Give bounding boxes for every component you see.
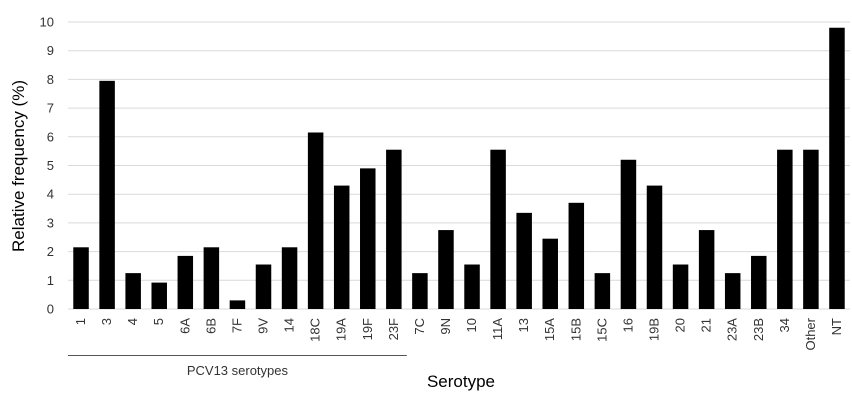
- x-tick-label: 4: [125, 318, 140, 325]
- bar-Other: [803, 149, 819, 309]
- bars: [73, 27, 845, 310]
- y-tick-label: 3: [47, 215, 54, 230]
- bar-9V: [255, 264, 272, 309]
- bar-10: [464, 264, 480, 309]
- x-tick-label: 23A: [725, 318, 740, 341]
- x-tick-label: 9V: [256, 318, 271, 334]
- x-tick-label: Other: [803, 317, 818, 350]
- bar-1: [73, 247, 89, 309]
- x-tick-label: 34: [777, 318, 792, 332]
- x-tick-label: 19F: [360, 318, 375, 340]
- bar-11A: [490, 149, 506, 309]
- x-tick-label: 9N: [438, 318, 453, 335]
- y-tick-label: 5: [47, 158, 54, 173]
- x-tick-label: 19A: [334, 318, 349, 341]
- bar-34: [777, 149, 793, 309]
- x-tick-label: 1: [73, 318, 88, 325]
- x-tick-label: 7F: [229, 318, 244, 333]
- bar-18C: [307, 132, 324, 309]
- bar-4: [125, 273, 141, 309]
- x-tick-label: 14: [282, 318, 297, 332]
- y-tick-label: 8: [47, 72, 54, 87]
- y-tick-label: 6: [47, 129, 54, 144]
- bar-19A: [333, 185, 350, 309]
- bar-16: [620, 159, 637, 309]
- bar-13: [516, 212, 532, 309]
- bar-7F: [229, 300, 246, 309]
- x-axis-label: Serotype: [427, 372, 495, 391]
- bar-5: [151, 282, 167, 309]
- x-tick-label: 23F: [386, 318, 401, 340]
- y-tick-label: 4: [47, 187, 54, 202]
- x-tick-label: 16: [620, 318, 635, 332]
- x-tick-label: 5: [151, 318, 166, 325]
- y-tick-label: 9: [47, 43, 54, 58]
- bar-7C: [412, 273, 428, 309]
- bar-23F: [386, 149, 402, 309]
- x-tick-label: 13: [516, 318, 531, 332]
- bar-9N: [438, 230, 454, 309]
- x-tick-labels: 1 3 4 5 6A 6B 7F 9V 14 18C 19A 19F 23F 7C 9N 10 11A 13 15A…: [73, 317, 844, 350]
- x-tick-label: 21: [699, 318, 714, 332]
- x-tick-label: 11A: [490, 318, 505, 340]
- x-tick-label: 19B: [647, 318, 662, 341]
- bar-20: [672, 264, 689, 309]
- y-tick-label: 0: [47, 302, 54, 317]
- x-tick-label: 23B: [751, 318, 766, 341]
- x-tick-label: 15C: [594, 318, 609, 342]
- x-tick-label: 7C: [412, 318, 427, 335]
- x-tick-label: 6A: [177, 318, 192, 334]
- bar-23A: [724, 273, 741, 309]
- x-tick-label: 10: [464, 318, 479, 332]
- y-axis-label: Relative frequency (%): [9, 80, 28, 252]
- bar-6A: [177, 255, 194, 309]
- x-tick-label: 15A: [542, 318, 557, 341]
- x-tick-label: 6B: [203, 318, 218, 334]
- x-tick-label: 20: [673, 318, 688, 332]
- x-tick-label: 15B: [568, 318, 583, 341]
- y-tick-label: 1: [47, 273, 54, 288]
- bar-15B: [568, 202, 585, 309]
- bar-15A: [542, 238, 558, 309]
- bar-19B: [646, 185, 663, 309]
- x-tick-label: 18C: [308, 318, 323, 342]
- bar-3: [99, 80, 115, 310]
- bar-6B: [203, 247, 220, 309]
- category-groups: PCV13 serotypes: [68, 355, 407, 378]
- bar-21: [698, 230, 715, 309]
- y-tick-label: 7: [47, 101, 54, 116]
- y-tick-labels: 0 1 2 3 4 5 6 7 8 9 10: [40, 15, 54, 317]
- x-tick-label: 3: [99, 318, 114, 325]
- y-tick-label: 10: [40, 15, 54, 30]
- y-tick-label: 2: [47, 244, 54, 259]
- bar-14: [281, 247, 298, 309]
- x-tick-label: NT: [829, 318, 844, 335]
- bar-23B: [751, 255, 767, 309]
- gridlines: [68, 21, 850, 310]
- bar-15C: [594, 273, 611, 309]
- bar-NT: [829, 27, 845, 310]
- group-label: PCV13 serotypes: [187, 363, 289, 378]
- bar-19F: [360, 168, 376, 309]
